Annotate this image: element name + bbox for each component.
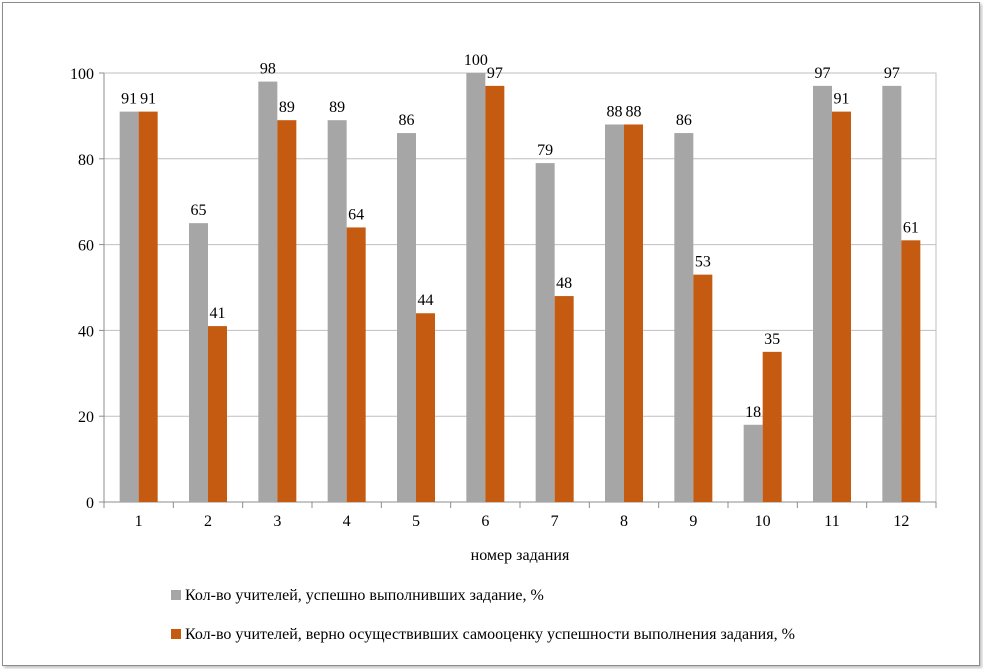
- x-tick-label: 6: [481, 513, 489, 530]
- legend-label-series-2: Кол-во учителей, верно осуществивших сам…: [185, 626, 795, 643]
- y-tick-label: 40: [78, 323, 94, 340]
- bar-series-1-cat-9: [674, 133, 694, 502]
- bar-series-2-cat-9: [693, 274, 713, 502]
- x-tick-label: 8: [620, 513, 628, 530]
- bar-series-1-cat-7: [535, 163, 555, 502]
- data-label-series-2-cat-11: 91: [834, 91, 850, 108]
- data-label-series-1-cat-10: 18: [745, 404, 761, 421]
- data-label-series-2-cat-9: 53: [695, 254, 711, 271]
- data-label-series-2-cat-6: 97: [487, 65, 503, 82]
- bars: [119, 73, 921, 503]
- bar-series-1-cat-8: [605, 124, 624, 502]
- data-label-series-2-cat-10: 35: [764, 331, 780, 348]
- bar-series-1-cat-10: [743, 424, 763, 502]
- y-tick-label: 0: [86, 495, 94, 512]
- data-label-series-2-cat-8: 88: [626, 103, 642, 120]
- x-tick-label: 10: [755, 513, 771, 530]
- bar-series-2-cat-5: [416, 313, 435, 502]
- bar-series-1-cat-5: [397, 133, 416, 502]
- y-tick-label: 100: [70, 66, 94, 83]
- data-label-series-1-cat-2: 65: [191, 202, 207, 219]
- plot-area-border: [103, 72, 937, 503]
- bar-series-1-cat-3: [258, 81, 278, 502]
- data-label-series-1-cat-11: 97: [815, 65, 831, 82]
- data-label-series-1-cat-12: 97: [884, 65, 900, 82]
- x-tick-label: 9: [689, 513, 697, 530]
- x-tick-label: 3: [273, 513, 281, 530]
- data-label-series-1-cat-4: 89: [329, 99, 345, 116]
- bar-series-2-cat-12: [901, 240, 921, 502]
- x-axis-title: номер задания: [471, 547, 570, 564]
- bar-series-2-cat-1: [138, 111, 158, 503]
- data-label-series-1-cat-9: 86: [676, 112, 692, 129]
- legend: Кол-во учителей, успешно выполнивших зад…: [171, 587, 795, 643]
- bar-series-2-cat-7: [554, 296, 574, 502]
- data-label-series-2-cat-4: 64: [348, 206, 364, 223]
- bar-series-2-cat-4: [346, 227, 366, 502]
- data-label-series-2-cat-7: 48: [556, 275, 572, 292]
- data-label-series-1-cat-7: 79: [537, 142, 553, 159]
- data-label-series-1-cat-5: 86: [399, 112, 415, 129]
- data-label-series-1-cat-3: 98: [260, 61, 276, 78]
- y-tick-label: 80: [78, 152, 94, 169]
- data-label-series-2-cat-12: 61: [903, 219, 919, 236]
- x-tick-label: 1: [135, 513, 143, 530]
- bar-series-1-cat-11: [813, 85, 832, 503]
- axes: [99, 72, 937, 508]
- bar-series-1-cat-12: [882, 85, 902, 503]
- x-tick-label: 12: [893, 513, 909, 530]
- x-tick-label: 5: [412, 513, 420, 530]
- bar-series-2-cat-6: [485, 85, 505, 503]
- data-label-series-1-cat-1: 91: [121, 91, 137, 108]
- bar-series-2-cat-2: [208, 326, 227, 502]
- bar-series-2-cat-11: [832, 111, 851, 503]
- x-tick-label: 7: [551, 513, 559, 530]
- x-tick-label: 11: [824, 513, 839, 530]
- bar-series-1-cat-2: [189, 223, 208, 502]
- data-label-series-2-cat-5: 44: [418, 292, 434, 309]
- bar-series-2-cat-3: [277, 120, 297, 502]
- legend-label-series-1: Кол-во учителей, успешно выполнивших зад…: [185, 587, 544, 604]
- legend-swatch-series-2: [171, 629, 181, 639]
- x-tick-label: 4: [343, 513, 351, 530]
- data-label-series-1-cat-8: 88: [607, 103, 623, 120]
- data-label-series-2-cat-3: 89: [279, 99, 295, 116]
- x-tick-label: 2: [204, 513, 212, 530]
- bar-series-1-cat-6: [466, 73, 486, 502]
- data-label-series-2-cat-1: 91: [140, 91, 156, 108]
- bar-series-1-cat-4: [327, 120, 347, 502]
- y-tick-label: 60: [78, 238, 94, 255]
- bar-series-2-cat-10: [762, 351, 782, 502]
- data-label-series-1-cat-6: 100: [464, 52, 488, 69]
- y-tick-label: 20: [78, 409, 94, 426]
- data-label-series-2-cat-2: 41: [210, 305, 226, 322]
- bar-series-1-cat-1: [119, 111, 139, 503]
- gridlines: [103, 72, 937, 503]
- legend-swatch-series-1: [171, 590, 181, 600]
- bar-series-2-cat-8: [624, 124, 643, 502]
